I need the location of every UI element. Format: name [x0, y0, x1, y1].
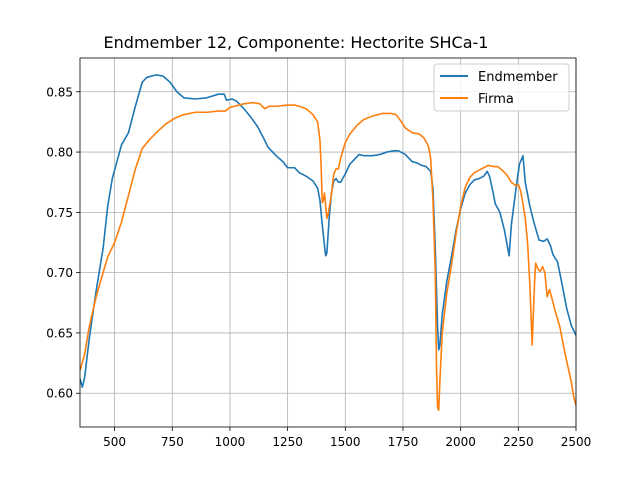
series-line-firma — [80, 101, 576, 411]
x-tick-label: 750 — [161, 435, 184, 449]
x-tick-label: 2250 — [503, 435, 534, 449]
y-tick-label: 0.85 — [46, 85, 73, 99]
chart-title: Endmember 12, Componente: Hectorite SHCa… — [104, 33, 489, 52]
axes — [79, 57, 577, 428]
y-tick-label: 0.75 — [46, 206, 73, 220]
y-tick-label: 0.60 — [46, 387, 73, 401]
legend-label-endmember: Endmember — [478, 70, 558, 85]
x-axis-ticks: 500 750 1000 1250 1500 1750 2000 2250 2500 — [103, 427, 591, 449]
y-tick-label: 0.65 — [46, 326, 73, 340]
series-line-endmember — [80, 74, 576, 389]
y-tick-label: 0.80 — [46, 146, 73, 160]
y-axis-ticks: 0.60 0.65 0.70 0.75 0.80 0.85 — [46, 85, 80, 401]
x-tick-label: 1750 — [388, 435, 419, 449]
x-tick-label: 1500 — [330, 435, 361, 449]
x-tick-label: 1000 — [215, 435, 246, 449]
x-tick-label: 500 — [103, 435, 126, 449]
series-layer — [80, 74, 576, 411]
plot-frame — [79, 57, 577, 428]
x-tick-label: 2000 — [445, 435, 476, 449]
x-tick-label: 2500 — [561, 435, 592, 449]
legend-label-firma: Firma — [478, 92, 514, 107]
x-tick-label: 1250 — [272, 435, 303, 449]
legend: Endmember Firma — [433, 63, 570, 112]
y-tick-label: 0.70 — [46, 266, 73, 280]
